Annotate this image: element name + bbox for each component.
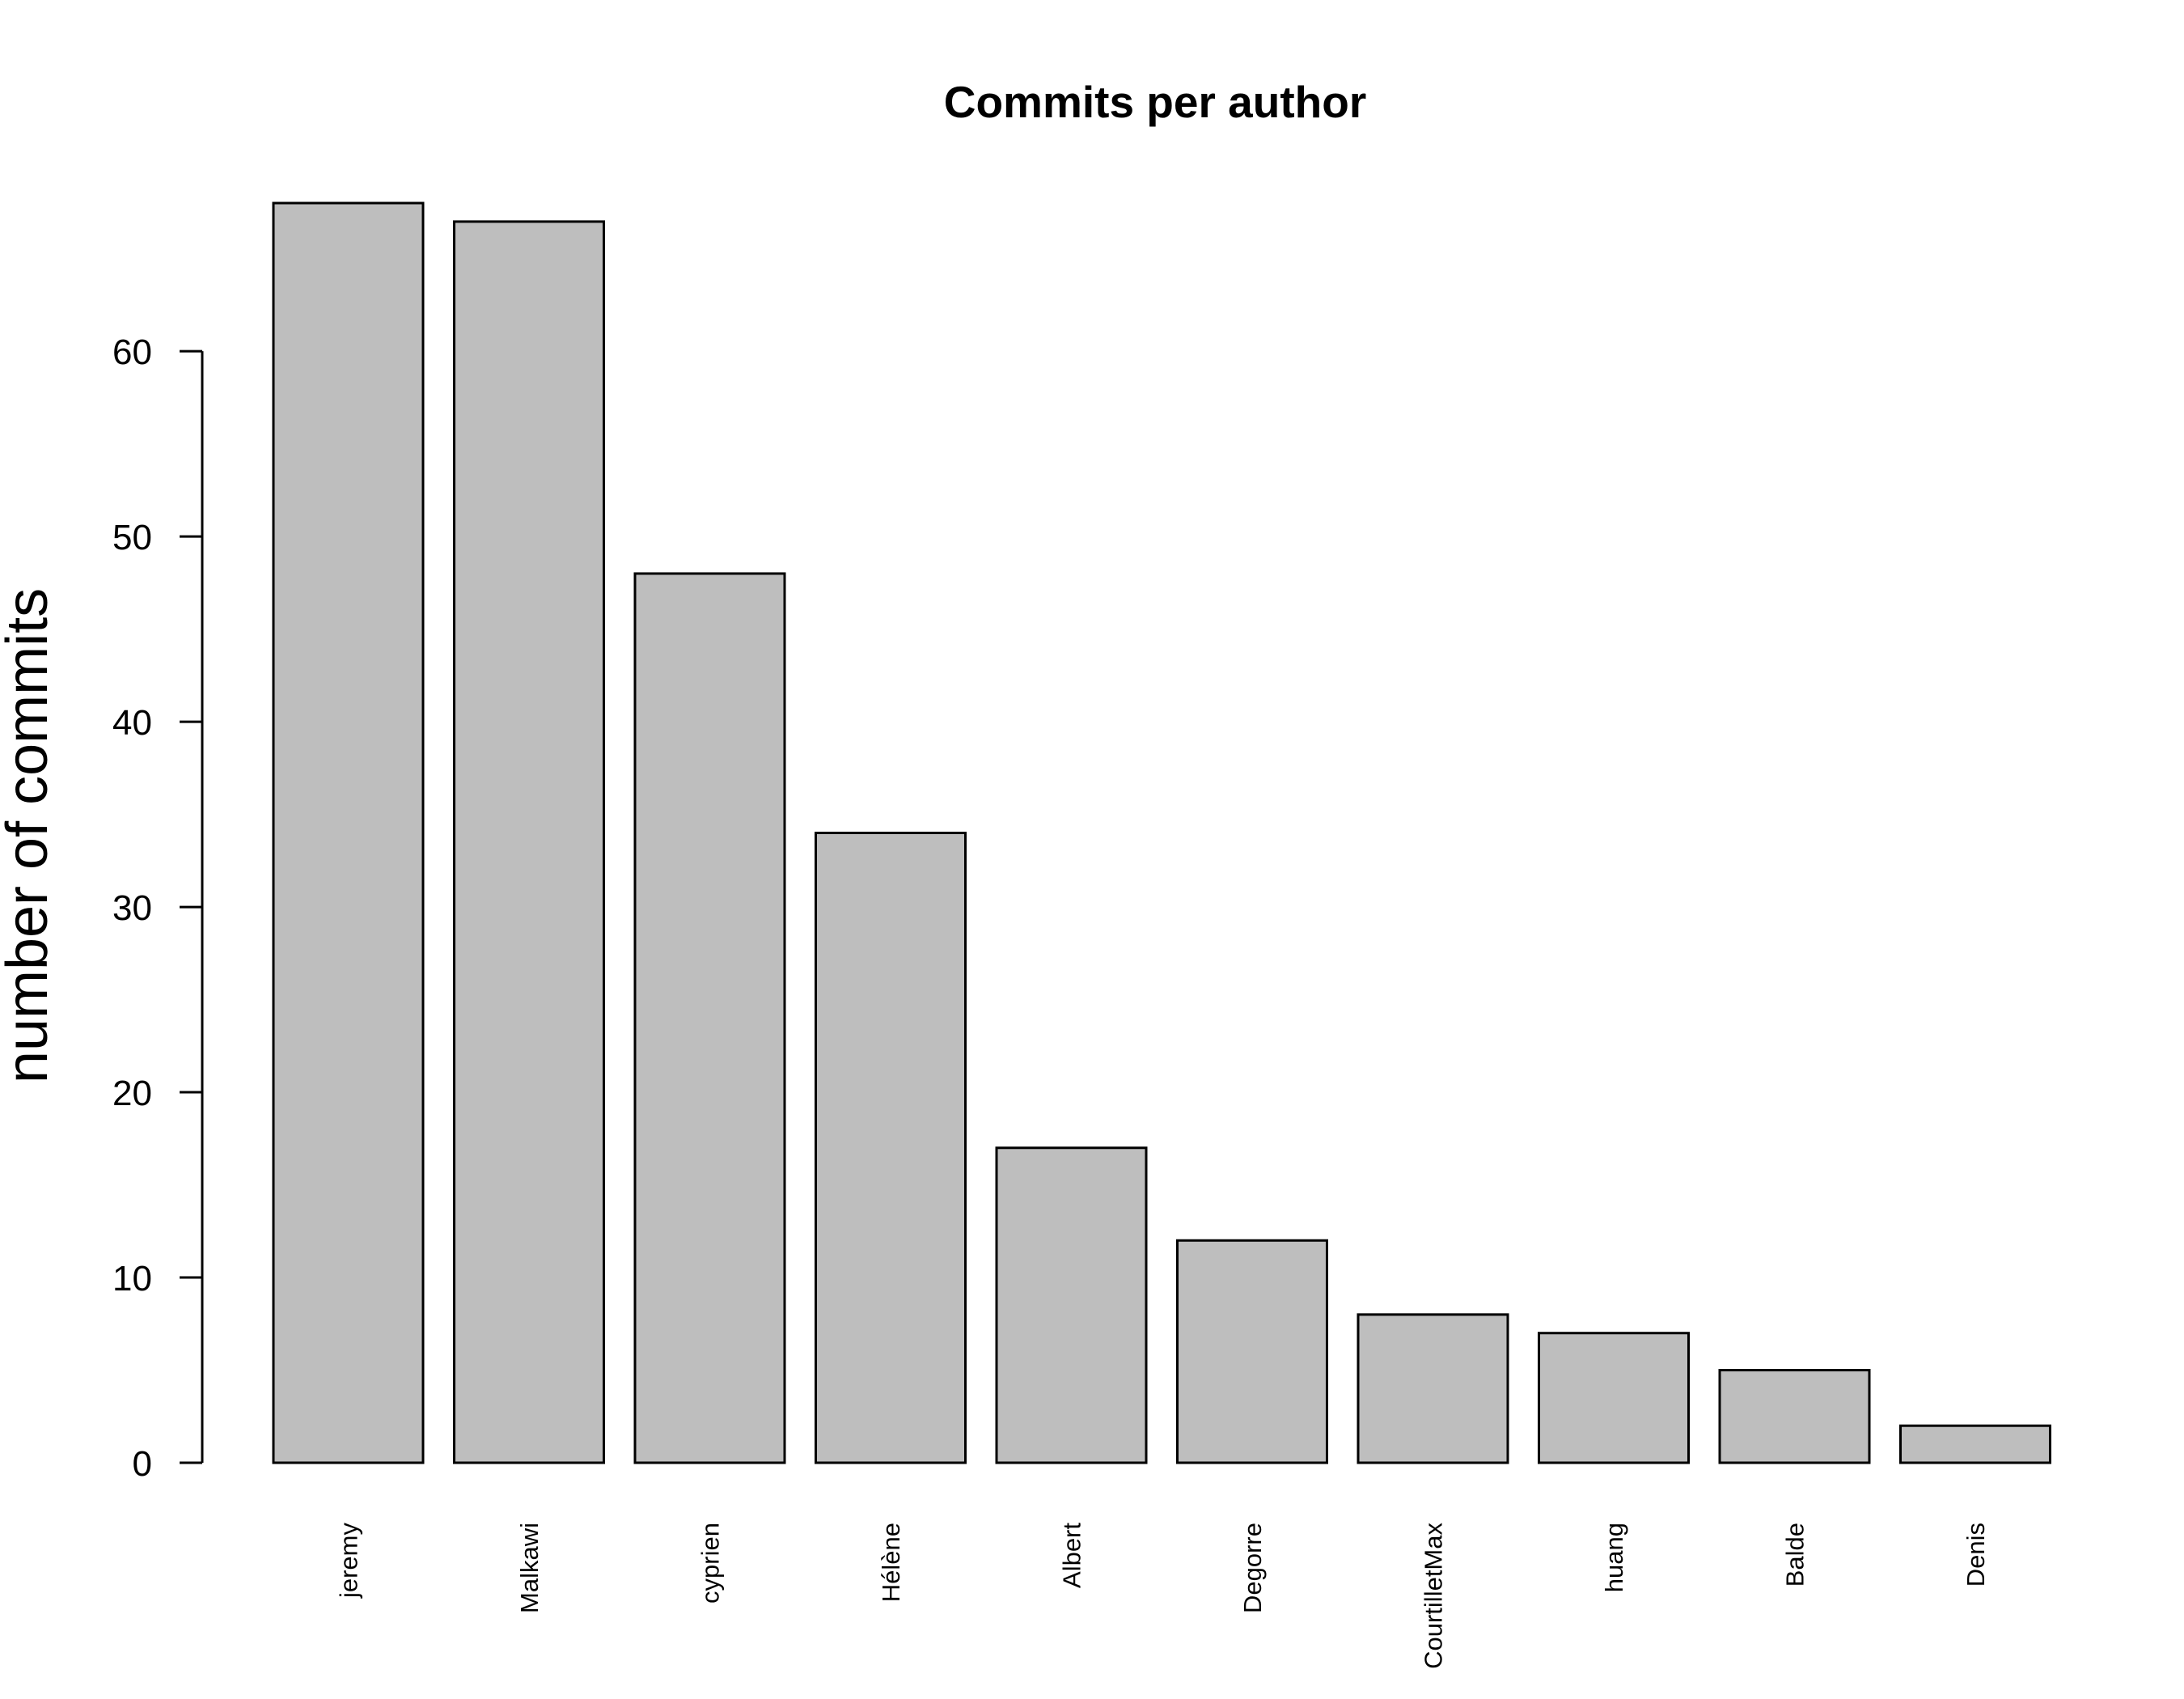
y-axis: 0 10 20 30 40 50 60 <box>112 333 204 1484</box>
chart-title: Commits per author <box>944 77 1367 127</box>
x-tick-label: Balde <box>1781 1523 1809 1587</box>
bar-CourtilletMax <box>1357 1313 1509 1464</box>
y-tick-label: 0 <box>133 1444 152 1484</box>
bar-Albert <box>995 1146 1148 1464</box>
bar-jeremy <box>272 201 425 1464</box>
y-tick-label: 60 <box>112 333 152 372</box>
x-tick-label: Denis <box>1962 1523 1990 1587</box>
bars-group <box>272 201 2051 1464</box>
x-tick-labels: jeremy Malkawi cyprien Hélène Albert Degorre C… <box>335 1523 1991 1669</box>
x-tick-label: Albert <box>1058 1523 1086 1588</box>
bar-Degorre <box>1176 1239 1328 1464</box>
bar-Denis <box>1899 1424 2051 1464</box>
x-tick-label: Malkawi <box>515 1523 544 1613</box>
x-tick-label: Degorre <box>1238 1523 1267 1613</box>
x-tick-label: cyprien <box>696 1523 725 1604</box>
y-tick-label: 40 <box>112 703 152 743</box>
bar-Malkawi <box>453 220 605 1464</box>
x-tick-label: CourtilletMax <box>1420 1523 1448 1669</box>
x-tick-label: jeremy <box>335 1523 363 1599</box>
y-tick-label: 50 <box>112 518 152 557</box>
y-tick-label: 30 <box>112 888 152 928</box>
bar-cyprien <box>633 572 786 1464</box>
bar-huang <box>1538 1332 1690 1464</box>
bar-Balde <box>1718 1369 1871 1464</box>
y-axis-label: number of commits <box>0 588 60 1083</box>
y-tick-label: 10 <box>112 1259 152 1299</box>
x-tick-label: Hélène <box>877 1523 905 1602</box>
x-tick-label: huang <box>1600 1523 1628 1592</box>
bar-Hélène <box>815 832 967 1464</box>
y-tick-label: 20 <box>112 1074 152 1113</box>
